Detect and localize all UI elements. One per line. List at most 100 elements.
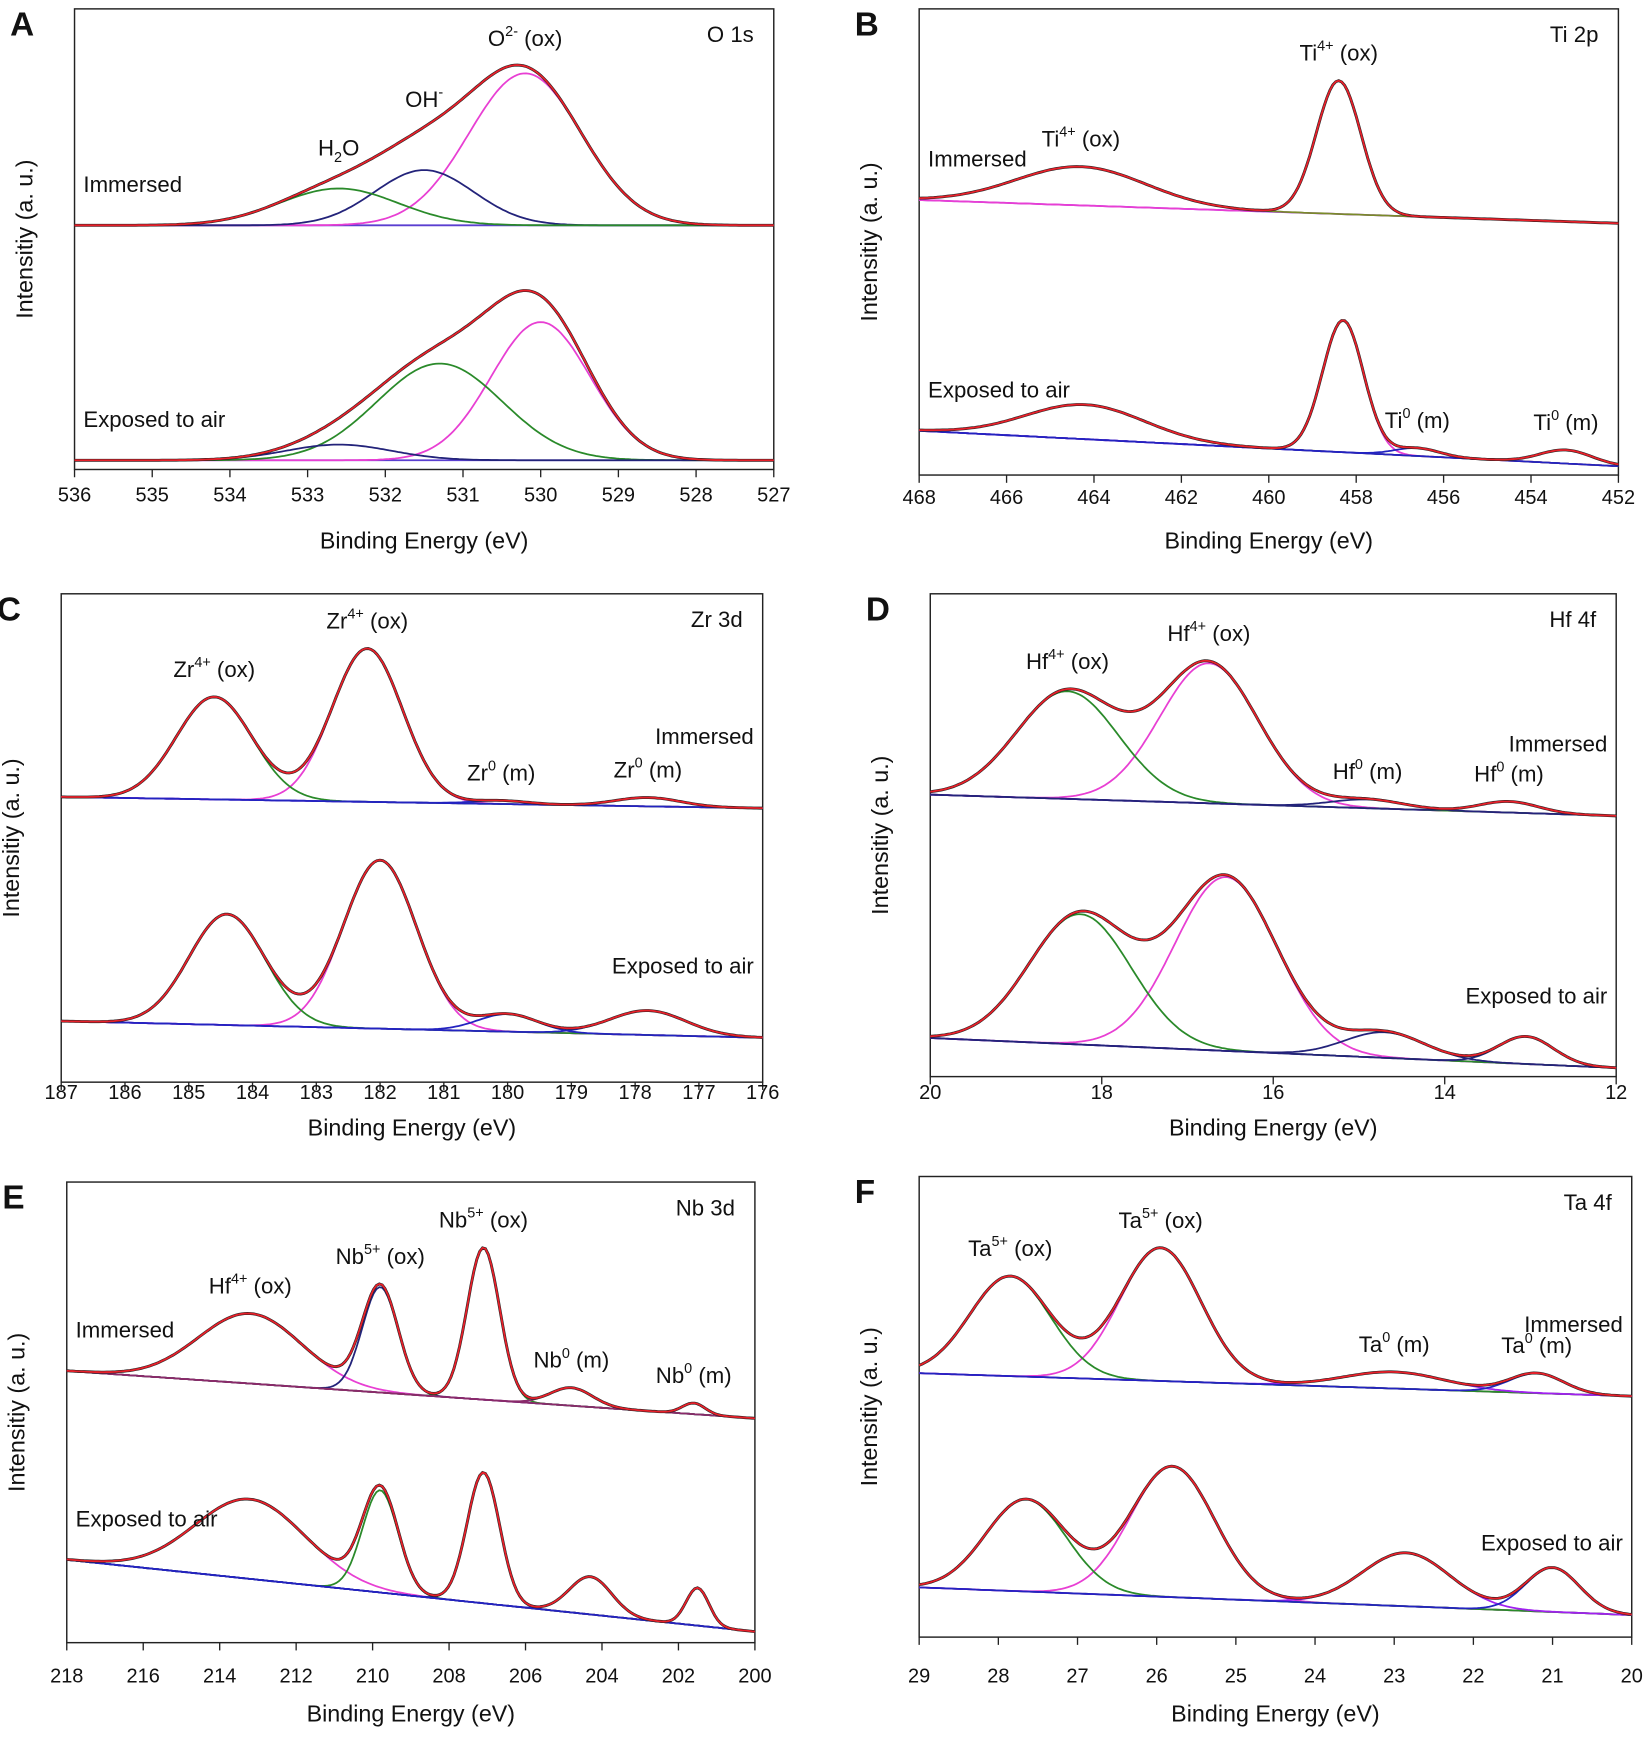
- x-tick-label: 178: [618, 1082, 651, 1104]
- x-tick-label: 24: [1304, 1666, 1326, 1688]
- peak-label-tail: (m): [692, 1363, 731, 1388]
- peak-label-sup: 4+: [1190, 619, 1206, 635]
- peak-label-tail: (ox): [364, 609, 408, 634]
- raw-spectrum: [66, 1470, 756, 1633]
- x-tick-label: 458: [1340, 487, 1373, 509]
- peak-label-sup: 0: [1382, 1330, 1390, 1346]
- fit-component: [66, 1286, 755, 1420]
- x-tick-label: 14: [1434, 1082, 1456, 1104]
- peak-label-tail: (ox): [518, 26, 562, 51]
- x-tick-label: 214: [203, 1666, 236, 1688]
- fit-envelope: [66, 1246, 755, 1420]
- peak-label-tail: (m): [1411, 408, 1450, 433]
- x-axis-label: Binding Energy (eV): [307, 1700, 516, 1726]
- x-axis-label: Binding Energy (eV): [1165, 527, 1374, 553]
- spectrum-label: Exposed to air: [83, 407, 225, 432]
- peak-label: Zr0 (m): [614, 756, 682, 783]
- y-axis-label: Intensitiy (a. u.): [867, 756, 893, 915]
- y-axis-label: Intensitiy (a. u.): [0, 758, 24, 917]
- peak-label: Nb0 (m): [656, 1361, 732, 1388]
- peak-label: Ti4+ (ox): [1299, 39, 1377, 66]
- peak-label-tail: (m): [643, 758, 682, 783]
- x-tick-label: 180: [491, 1082, 524, 1104]
- panel-letter: E: [2, 1180, 24, 1217]
- fit-component: [61, 1009, 763, 1039]
- raw-spectrum: [74, 289, 774, 462]
- x-tick-label: 29: [908, 1666, 930, 1688]
- peak-label-sup: 2-: [505, 24, 518, 40]
- x-tick-label: 535: [136, 485, 169, 507]
- peak-label: Ti4+ (ox): [1042, 125, 1120, 152]
- peak-label-tail: (m): [1533, 1333, 1572, 1358]
- x-tick-label: 28: [987, 1666, 1009, 1688]
- peak-label-sup: 5+: [1142, 1206, 1158, 1222]
- peak-label-tail: (m): [1363, 759, 1402, 784]
- peak-label-base: Ti: [1385, 408, 1403, 433]
- peak-label-base: H: [318, 135, 334, 160]
- y-axis-label: Intensitiy (a. u.): [4, 1333, 30, 1492]
- peak-label: Nb5+ (ox): [439, 1206, 528, 1233]
- peak-label-sup: 0: [1402, 406, 1410, 422]
- plot-frame: [918, 8, 1620, 476]
- peak-label-sup: 4+: [1317, 39, 1333, 55]
- x-tick-label: 454: [1514, 487, 1547, 509]
- x-tick-label: 27: [1066, 1666, 1088, 1688]
- x-tick-label: 179: [555, 1082, 588, 1104]
- x-tick-label: 184: [236, 1082, 269, 1104]
- spectrum-label: Immersed: [655, 724, 754, 749]
- spectrum-label: Immersed: [1509, 732, 1608, 757]
- panel-title: Ti 2p: [1550, 22, 1599, 47]
- peak-label: Zr4+ (ox): [326, 607, 408, 634]
- peak-label-sup: 0: [1496, 759, 1504, 775]
- panel-title: Hf 4f: [1549, 607, 1597, 632]
- panel-title: Zr 3d: [691, 607, 743, 632]
- x-tick-label: 528: [679, 485, 712, 507]
- peak-label: Nb5+ (ox): [336, 1242, 425, 1269]
- fit-component: [66, 1558, 755, 1633]
- peak-label-base: Hf: [1474, 761, 1497, 786]
- peak-label-sup: 4+: [231, 1272, 247, 1288]
- peak-label: Hf0 (m): [1333, 757, 1403, 784]
- x-tick-label: 22: [1462, 1666, 1484, 1688]
- peak-label-sup: 0: [684, 1361, 692, 1377]
- peak-label: H2O: [318, 135, 359, 166]
- panel-title: Ta 4f: [1564, 1190, 1613, 1215]
- peak-label-tail: (ox): [1206, 621, 1250, 646]
- peak-label: Hf4+ (ox): [1167, 619, 1250, 646]
- panel-letter: D: [866, 591, 890, 628]
- fit-envelope: [61, 859, 763, 1039]
- peak-label-base: Ta: [1119, 1208, 1143, 1233]
- peak-label: OH-: [405, 85, 443, 112]
- x-tick-label: 527: [757, 485, 790, 507]
- peak-label: Ta5+ (ox): [968, 1234, 1052, 1261]
- peak-label-tail: (ox): [211, 657, 255, 682]
- x-tick-label: 26: [1146, 1666, 1168, 1688]
- x-tick-label: 462: [1165, 487, 1198, 509]
- peak-label-sup: 0: [635, 756, 643, 772]
- peak-label: Ta5+ (ox): [1119, 1206, 1203, 1233]
- x-tick-label: 18: [1091, 1082, 1113, 1104]
- peak-label-base: Ta: [1501, 1333, 1525, 1358]
- x-tick-label: 181: [427, 1082, 460, 1104]
- peak-label-tail: (ox): [380, 1244, 424, 1269]
- fit-envelope: [919, 79, 1619, 225]
- x-tick-label: 177: [682, 1082, 715, 1104]
- x-tick-label: 200: [738, 1666, 771, 1688]
- peak-label-sup: 5+: [467, 1206, 483, 1222]
- peak-label-base: OH: [405, 87, 438, 112]
- fit-envelope: [918, 1246, 1632, 1398]
- panel-title: Nb 3d: [676, 1195, 735, 1220]
- panel-letter: A: [10, 7, 34, 44]
- peak-label-tail: (ox): [1065, 649, 1109, 674]
- peak-label-sup: -: [438, 85, 443, 101]
- plot-frame: [73, 8, 775, 471]
- x-tick-label: 456: [1427, 487, 1460, 509]
- y-axis-label: Intensitiy (a. u.): [856, 1327, 882, 1486]
- x-axis-label: Binding Energy (eV): [1169, 1114, 1377, 1140]
- peak-label: Hf0 (m): [1474, 759, 1544, 786]
- x-tick-label: 212: [279, 1666, 312, 1688]
- peak-label-base: Zr: [173, 657, 195, 682]
- spectrum-label: Immersed: [1524, 1312, 1623, 1337]
- x-axis-label: Binding Energy (eV): [320, 527, 529, 553]
